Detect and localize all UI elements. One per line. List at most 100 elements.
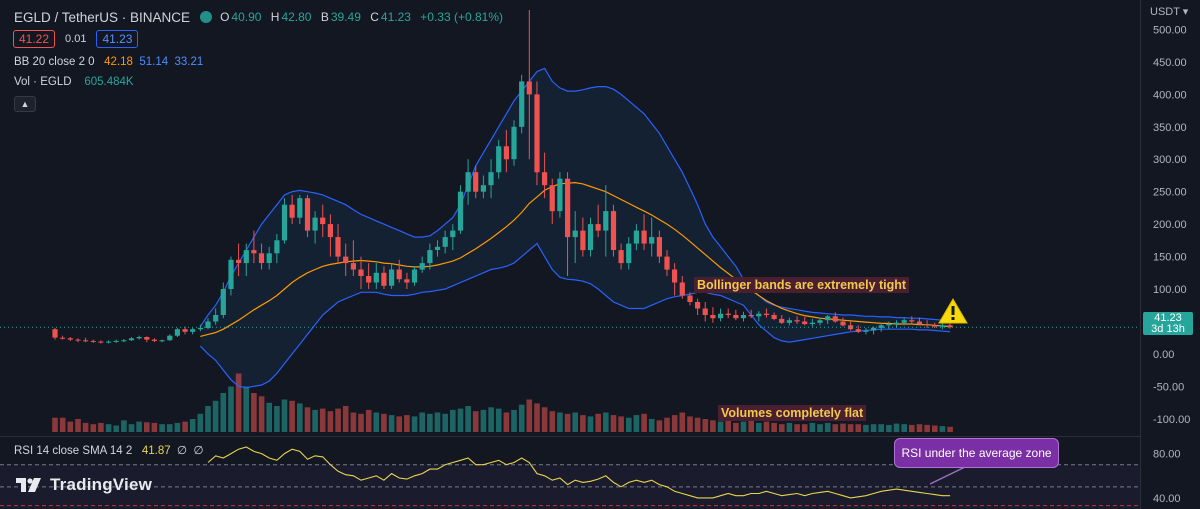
volume-bar xyxy=(740,421,747,432)
candle xyxy=(763,313,770,315)
candle xyxy=(687,295,693,302)
rsi-tick-label: 40.00 xyxy=(1153,493,1181,505)
price-tick-label: 500.00 xyxy=(1153,25,1187,37)
volume-bar xyxy=(893,423,900,433)
candle xyxy=(679,282,685,296)
volume-bar xyxy=(809,422,816,432)
candle xyxy=(802,321,808,325)
volume-bar xyxy=(189,419,196,432)
candle xyxy=(756,313,762,317)
volume-bar xyxy=(205,406,211,432)
volume-bar xyxy=(641,413,647,432)
volume-bar xyxy=(220,393,227,432)
volume-bar xyxy=(503,412,510,432)
price-tick-label: 400.00 xyxy=(1153,89,1187,101)
sell-button[interactable]: 41.22 xyxy=(13,30,56,48)
candle xyxy=(565,178,571,238)
volume-bar xyxy=(610,415,617,432)
volume-bar xyxy=(725,420,731,432)
bb-upper-line xyxy=(199,67,951,327)
volume-bar xyxy=(67,421,74,432)
volume-bar xyxy=(909,424,915,433)
volume-bar xyxy=(52,417,58,432)
price-tick-label: 100.00 xyxy=(1153,284,1187,296)
volume-bar xyxy=(472,411,479,432)
candle xyxy=(626,243,632,264)
price-tick-label: 300.00 xyxy=(1153,154,1187,166)
candle xyxy=(519,81,525,127)
volume-bar xyxy=(465,406,471,432)
volume-bar xyxy=(794,424,800,432)
volume-bar xyxy=(648,419,655,432)
volume-bar xyxy=(832,424,839,432)
symbol-title[interactable]: EGLD / TetherUS · BINANCE xyxy=(14,9,191,25)
volume-bar xyxy=(824,422,831,432)
volume-bar xyxy=(358,413,364,432)
volume-bar xyxy=(434,412,441,432)
volume-bar xyxy=(916,424,923,432)
volume-bar xyxy=(626,417,632,432)
price-tick-label: 450.00 xyxy=(1153,57,1187,69)
rsi-legend[interactable]: RSI 14 close SMA 14 2 41.87 ∅ ∅ xyxy=(14,445,204,457)
candle xyxy=(771,315,777,319)
spread-value: 0.01 xyxy=(65,33,87,45)
candle xyxy=(327,224,333,238)
volume-bar xyxy=(113,425,119,432)
candle xyxy=(947,325,953,328)
candle xyxy=(419,263,425,270)
candle xyxy=(572,230,578,238)
volume-bar xyxy=(297,403,303,432)
volume-bar xyxy=(319,408,326,432)
candle xyxy=(136,337,142,339)
trade-buttons: 41.22 0.01 41.23 xyxy=(13,30,139,48)
volume-bar xyxy=(258,396,265,433)
warning-icon xyxy=(938,298,968,324)
candle xyxy=(603,211,609,231)
volume-bar xyxy=(801,424,808,432)
volume-bar xyxy=(388,415,395,432)
volume-annotation: Volumes completely flat xyxy=(718,405,867,421)
candle xyxy=(526,81,532,95)
buy-button[interactable]: 41.23 xyxy=(96,30,139,48)
volume-bar xyxy=(587,416,594,432)
candle xyxy=(779,318,785,323)
tradingview-logo[interactable]: TradingView xyxy=(16,475,152,495)
volume-bar xyxy=(932,425,938,432)
candle xyxy=(320,217,326,225)
candle xyxy=(343,256,349,264)
volume-bar xyxy=(564,413,571,432)
currency-selector[interactable]: USDT ▾ xyxy=(1150,6,1189,18)
candle xyxy=(243,250,249,264)
candle xyxy=(404,279,410,283)
volume-bar xyxy=(59,417,66,432)
candle xyxy=(274,240,280,254)
volume-bar xyxy=(82,422,89,432)
candle xyxy=(595,224,601,231)
volume-bar xyxy=(847,424,854,432)
candle xyxy=(840,321,846,326)
candle xyxy=(381,272,387,286)
candle xyxy=(748,315,754,317)
volume-bar xyxy=(717,421,724,432)
volume-bar xyxy=(939,426,946,432)
candle xyxy=(672,269,678,283)
volume-bar xyxy=(779,424,785,432)
candle xyxy=(893,322,900,324)
candle xyxy=(534,94,540,173)
collapse-legend-button[interactable]: ▲ xyxy=(14,96,36,112)
candle xyxy=(75,339,81,341)
bb-legend[interactable]: BB 20 close 2 0 42.18 51.14 33.21 xyxy=(14,56,204,68)
candle xyxy=(281,204,288,241)
volume-bar xyxy=(603,412,609,432)
volume-bar xyxy=(572,412,578,432)
rsi-annotation-pointer xyxy=(929,466,966,485)
candle xyxy=(228,259,234,289)
volume-bar xyxy=(304,407,311,432)
volume-bar xyxy=(580,415,586,432)
volume-bar xyxy=(75,419,81,432)
candle xyxy=(549,185,555,212)
volume-legend[interactable]: Vol · EGLD 605.484K xyxy=(14,76,134,88)
candle xyxy=(786,320,792,323)
rsi-axis: 80.00 40.00 xyxy=(1153,449,1181,505)
